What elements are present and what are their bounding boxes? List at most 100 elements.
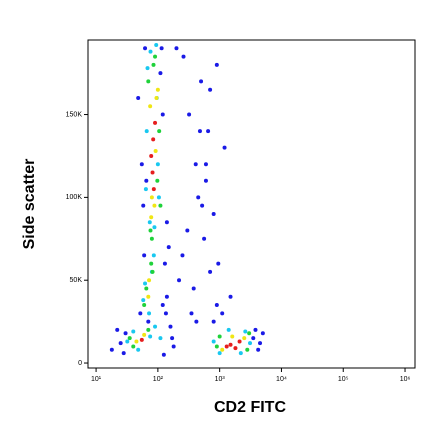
point xyxy=(243,329,248,334)
point xyxy=(151,137,156,142)
point xyxy=(159,46,164,51)
point xyxy=(134,339,139,344)
point xyxy=(149,215,154,220)
point xyxy=(145,66,150,71)
point xyxy=(208,87,213,92)
point xyxy=(155,178,160,183)
point xyxy=(180,253,185,258)
point xyxy=(138,311,143,316)
point xyxy=(160,112,165,117)
point xyxy=(151,62,156,67)
point xyxy=(247,331,252,336)
point xyxy=(214,62,219,67)
y-tick-label: 50K xyxy=(70,277,83,284)
point xyxy=(170,336,175,341)
point xyxy=(197,129,202,134)
point xyxy=(217,334,222,339)
point xyxy=(158,71,163,76)
point xyxy=(152,225,157,230)
point xyxy=(211,319,216,324)
point xyxy=(211,339,216,344)
point xyxy=(146,79,151,84)
point xyxy=(226,327,231,332)
point xyxy=(220,347,225,352)
point xyxy=(147,278,152,283)
point xyxy=(150,269,155,274)
point xyxy=(177,278,182,283)
point xyxy=(144,286,149,291)
point xyxy=(237,339,242,344)
point xyxy=(151,187,156,192)
point xyxy=(253,327,258,332)
point xyxy=(127,336,132,341)
point xyxy=(216,261,221,266)
point xyxy=(158,203,163,208)
point xyxy=(248,341,253,346)
point xyxy=(147,311,152,316)
x-tick-label: 10¹ xyxy=(91,376,102,383)
point xyxy=(185,228,190,233)
point xyxy=(150,170,155,175)
point xyxy=(168,324,173,329)
point xyxy=(228,294,233,299)
point xyxy=(143,281,148,286)
point xyxy=(245,347,250,352)
point xyxy=(142,253,147,258)
point xyxy=(149,195,154,200)
point xyxy=(211,211,216,216)
point xyxy=(214,303,219,308)
x-tick-label: 10⁴ xyxy=(276,376,287,383)
point xyxy=(200,203,205,208)
point xyxy=(148,228,153,233)
point xyxy=(194,319,199,324)
point xyxy=(141,203,146,208)
point xyxy=(224,344,229,349)
point xyxy=(196,195,201,200)
point xyxy=(115,327,120,332)
point xyxy=(144,178,149,183)
point xyxy=(109,347,114,352)
point xyxy=(220,311,225,316)
point xyxy=(139,162,144,167)
point xyxy=(238,351,243,356)
point xyxy=(139,337,144,342)
point xyxy=(256,347,261,352)
x-tick-label: 10³ xyxy=(215,376,226,383)
point xyxy=(166,245,171,250)
point xyxy=(193,162,198,167)
point xyxy=(146,294,151,299)
point xyxy=(187,112,192,117)
point xyxy=(146,327,151,332)
point xyxy=(181,54,186,59)
point xyxy=(149,236,154,241)
y-tick-label: 150K xyxy=(66,111,83,118)
point xyxy=(206,129,211,134)
point xyxy=(153,324,158,329)
point xyxy=(146,319,151,324)
point xyxy=(164,220,169,225)
point xyxy=(153,148,158,153)
point xyxy=(189,311,194,316)
point xyxy=(171,344,176,349)
point xyxy=(136,347,141,352)
point xyxy=(131,329,136,334)
point xyxy=(125,339,130,344)
point xyxy=(260,331,265,336)
point xyxy=(148,49,153,54)
point xyxy=(217,351,222,356)
point xyxy=(251,336,256,341)
point xyxy=(144,129,149,134)
x-tick-label: 10⁵ xyxy=(338,376,349,383)
x-axis-label: CD2 FITC xyxy=(214,399,286,416)
point xyxy=(153,54,158,59)
point xyxy=(222,145,227,150)
point xyxy=(258,341,263,346)
point xyxy=(151,253,156,258)
point xyxy=(203,162,208,167)
x-tick-label: 10⁶ xyxy=(400,376,411,383)
point xyxy=(154,95,159,100)
point xyxy=(147,220,152,225)
point xyxy=(157,129,162,134)
point xyxy=(143,187,148,192)
point xyxy=(161,352,166,357)
